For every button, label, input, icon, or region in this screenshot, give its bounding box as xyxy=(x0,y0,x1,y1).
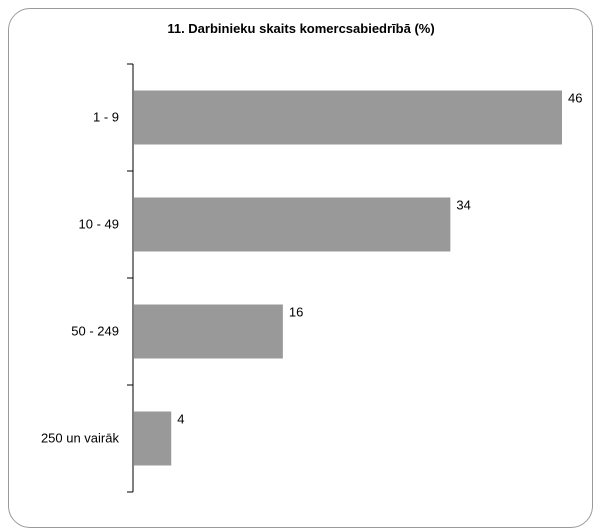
data-label: 16 xyxy=(289,305,303,320)
data-label: 34 xyxy=(456,198,470,213)
chart-title: 11. Darbinieku skaits komercsabiedrībā (… xyxy=(167,21,435,36)
category-label: 10 - 49 xyxy=(79,217,119,232)
category-label: 1 - 9 xyxy=(93,110,119,125)
bar xyxy=(134,197,451,252)
bar xyxy=(134,90,562,145)
bar xyxy=(134,304,283,359)
data-label: 4 xyxy=(177,412,184,427)
data-label: 46 xyxy=(568,91,582,106)
bar-chart: 1 - 9 10 - 49 50 - 249 250 un vairāk 46 34 16… xyxy=(41,63,582,493)
category-label: 250 un vairāk xyxy=(41,431,120,446)
category-label: 50 - 249 xyxy=(71,324,119,339)
bar xyxy=(134,411,172,466)
